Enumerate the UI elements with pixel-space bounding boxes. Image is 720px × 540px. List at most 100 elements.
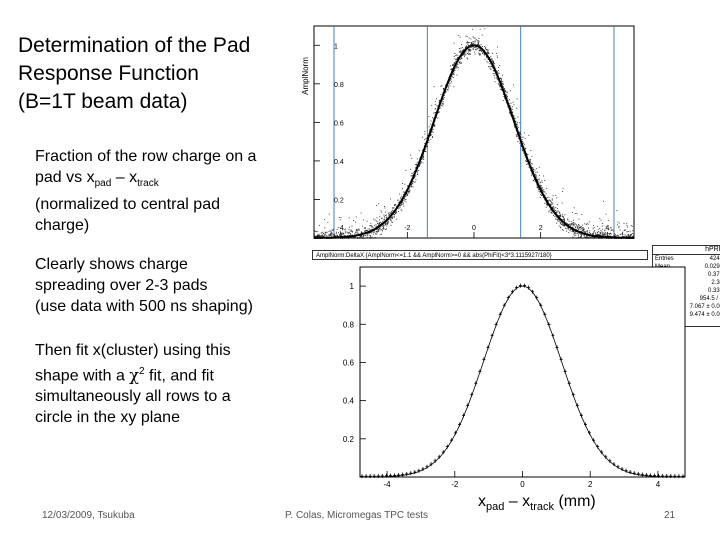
data-point <box>581 237 583 239</box>
data-point <box>618 222 620 224</box>
data-point <box>585 231 587 233</box>
data-point <box>526 161 528 163</box>
data-point <box>384 223 386 225</box>
data-point <box>330 234 332 236</box>
data-point <box>414 181 416 183</box>
data-point <box>595 233 597 235</box>
data-point <box>377 230 379 232</box>
data-point <box>549 210 551 212</box>
data-point <box>439 100 441 101</box>
data-point <box>322 231 324 233</box>
data-point <box>539 181 541 183</box>
data-point <box>538 188 540 190</box>
data-point <box>424 150 426 152</box>
data-point <box>419 165 421 167</box>
data-point <box>430 138 432 140</box>
data-point <box>390 216 392 218</box>
data-point <box>548 200 550 202</box>
data-point <box>434 126 435 128</box>
data-point <box>504 98 506 100</box>
data-point <box>556 222 558 224</box>
data-point <box>487 50 488 52</box>
data-point <box>334 234 335 236</box>
data-point <box>587 223 589 225</box>
data-point <box>423 145 425 147</box>
data-point <box>466 42 468 44</box>
data-point <box>412 172 414 174</box>
data-point <box>469 48 471 50</box>
data-point <box>352 236 354 238</box>
data-point <box>514 120 516 122</box>
data-point <box>342 233 344 235</box>
data-point <box>455 65 457 67</box>
data-point <box>366 233 368 235</box>
data-point <box>470 46 472 48</box>
data-point <box>395 213 396 214</box>
text: shape with a <box>35 367 130 385</box>
data-point <box>329 234 331 236</box>
data-point <box>349 230 351 232</box>
data-point <box>331 232 333 234</box>
data-point <box>627 235 629 237</box>
data-point <box>422 149 424 151</box>
data-point <box>516 135 518 137</box>
data-point <box>583 237 585 239</box>
data-point <box>374 236 376 238</box>
data-point <box>556 211 558 213</box>
data-point <box>445 91 447 93</box>
data-point <box>464 50 466 52</box>
data-point <box>539 196 541 198</box>
data-point <box>411 185 413 187</box>
data-point <box>445 90 447 92</box>
data-point <box>552 195 554 197</box>
data-point <box>380 227 382 229</box>
data-point <box>575 231 577 233</box>
data-point <box>581 230 583 232</box>
data-point <box>558 220 560 222</box>
data-point <box>579 232 581 234</box>
data-point <box>448 82 450 84</box>
data-point <box>623 236 625 238</box>
data-point <box>541 181 543 183</box>
data-point <box>610 233 612 235</box>
data-point <box>363 237 365 239</box>
data-point <box>582 227 584 229</box>
data-point <box>344 237 346 239</box>
data-point <box>471 46 473 48</box>
y-tick-label: 0.8 <box>343 320 355 329</box>
data-point <box>546 188 548 190</box>
data-point <box>450 82 452 84</box>
data-point <box>357 237 359 239</box>
y-tick-label: 0.2 <box>334 197 344 204</box>
data-point <box>462 54 464 56</box>
data-point <box>539 182 541 184</box>
data-point <box>491 67 493 69</box>
x-tick-label: -4 <box>338 225 344 232</box>
data-point <box>559 214 561 216</box>
data-point <box>390 211 392 212</box>
data-point <box>431 131 433 133</box>
data-point <box>364 227 366 229</box>
prf-histogram-plot: 0.2 0.4 0.6 0.8 1 -4 -2 0 2 4 <box>343 266 686 489</box>
data-point <box>355 231 357 233</box>
data-point <box>472 36 474 38</box>
data-point <box>581 233 582 235</box>
data-point <box>543 189 545 191</box>
data-point <box>540 194 542 196</box>
data-point <box>549 203 551 205</box>
data-point <box>359 237 361 239</box>
data-point <box>398 211 399 212</box>
data-point <box>411 184 413 186</box>
data-point <box>356 229 358 231</box>
data-point <box>534 179 536 181</box>
data-point <box>470 43 472 45</box>
data-point <box>551 201 552 203</box>
data-point <box>440 93 442 95</box>
data-point <box>542 190 544 191</box>
data-point <box>550 212 552 214</box>
data-point <box>520 134 522 136</box>
data-point <box>474 42 476 44</box>
data-point <box>414 164 416 165</box>
data-point <box>404 200 406 202</box>
data-point <box>443 103 444 105</box>
